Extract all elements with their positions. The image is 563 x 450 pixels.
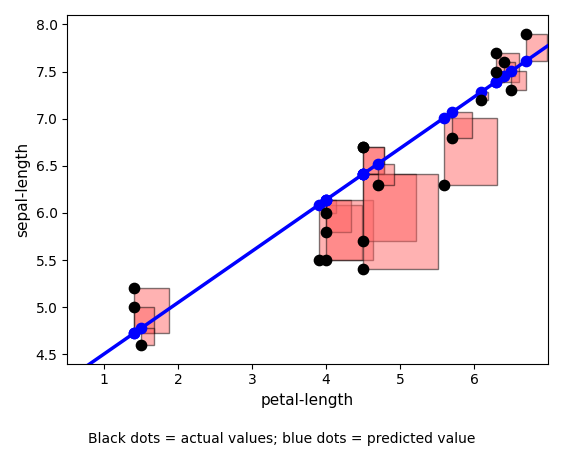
- Point: [129, 330, 138, 337]
- Point: [477, 88, 486, 95]
- Text: Black dots = actual values; blue dots = predicted value: Black dots = actual values; blue dots = …: [88, 432, 475, 446]
- Point: [129, 330, 138, 337]
- Point: [359, 171, 368, 178]
- Point: [448, 109, 457, 116]
- Point: [321, 228, 330, 235]
- Bar: [141, 328, 154, 345]
- Bar: [363, 174, 438, 270]
- Point: [359, 171, 368, 178]
- Bar: [363, 147, 385, 174]
- Point: [507, 87, 516, 94]
- Bar: [378, 164, 394, 184]
- Bar: [363, 147, 385, 174]
- Y-axis label: sepal-length: sepal-length: [15, 142, 30, 237]
- Point: [477, 96, 486, 104]
- Bar: [134, 288, 169, 333]
- Bar: [134, 307, 154, 333]
- Point: [491, 68, 501, 75]
- X-axis label: petal-length: petal-length: [261, 393, 354, 408]
- Point: [359, 238, 368, 245]
- Point: [137, 324, 146, 332]
- Bar: [363, 174, 416, 241]
- Bar: [481, 92, 488, 100]
- Point: [129, 304, 138, 311]
- Bar: [319, 205, 362, 260]
- Point: [507, 68, 516, 75]
- Point: [521, 58, 530, 65]
- Bar: [326, 200, 351, 232]
- Bar: [504, 62, 515, 77]
- Point: [491, 78, 501, 85]
- Point: [499, 58, 508, 66]
- Point: [321, 209, 330, 216]
- Point: [499, 73, 508, 80]
- Bar: [326, 200, 337, 213]
- Point: [373, 160, 382, 167]
- Point: [359, 171, 368, 178]
- Bar: [496, 72, 504, 81]
- Point: [314, 201, 323, 208]
- Point: [491, 78, 501, 85]
- Point: [491, 49, 501, 56]
- Point: [137, 341, 146, 348]
- Bar: [511, 71, 526, 90]
- Bar: [526, 34, 547, 61]
- Bar: [326, 200, 373, 260]
- Point: [321, 196, 330, 203]
- Bar: [452, 112, 472, 138]
- Point: [359, 171, 368, 178]
- Point: [321, 256, 330, 264]
- Point: [359, 266, 368, 273]
- Point: [359, 144, 368, 151]
- Bar: [496, 53, 519, 81]
- Point: [448, 134, 457, 141]
- Point: [521, 30, 530, 37]
- Point: [440, 114, 449, 121]
- Point: [321, 196, 330, 203]
- Point: [373, 181, 382, 188]
- Point: [359, 144, 368, 151]
- Point: [129, 285, 138, 292]
- Point: [314, 256, 323, 264]
- Bar: [444, 117, 497, 184]
- Point: [321, 196, 330, 203]
- Point: [440, 181, 449, 188]
